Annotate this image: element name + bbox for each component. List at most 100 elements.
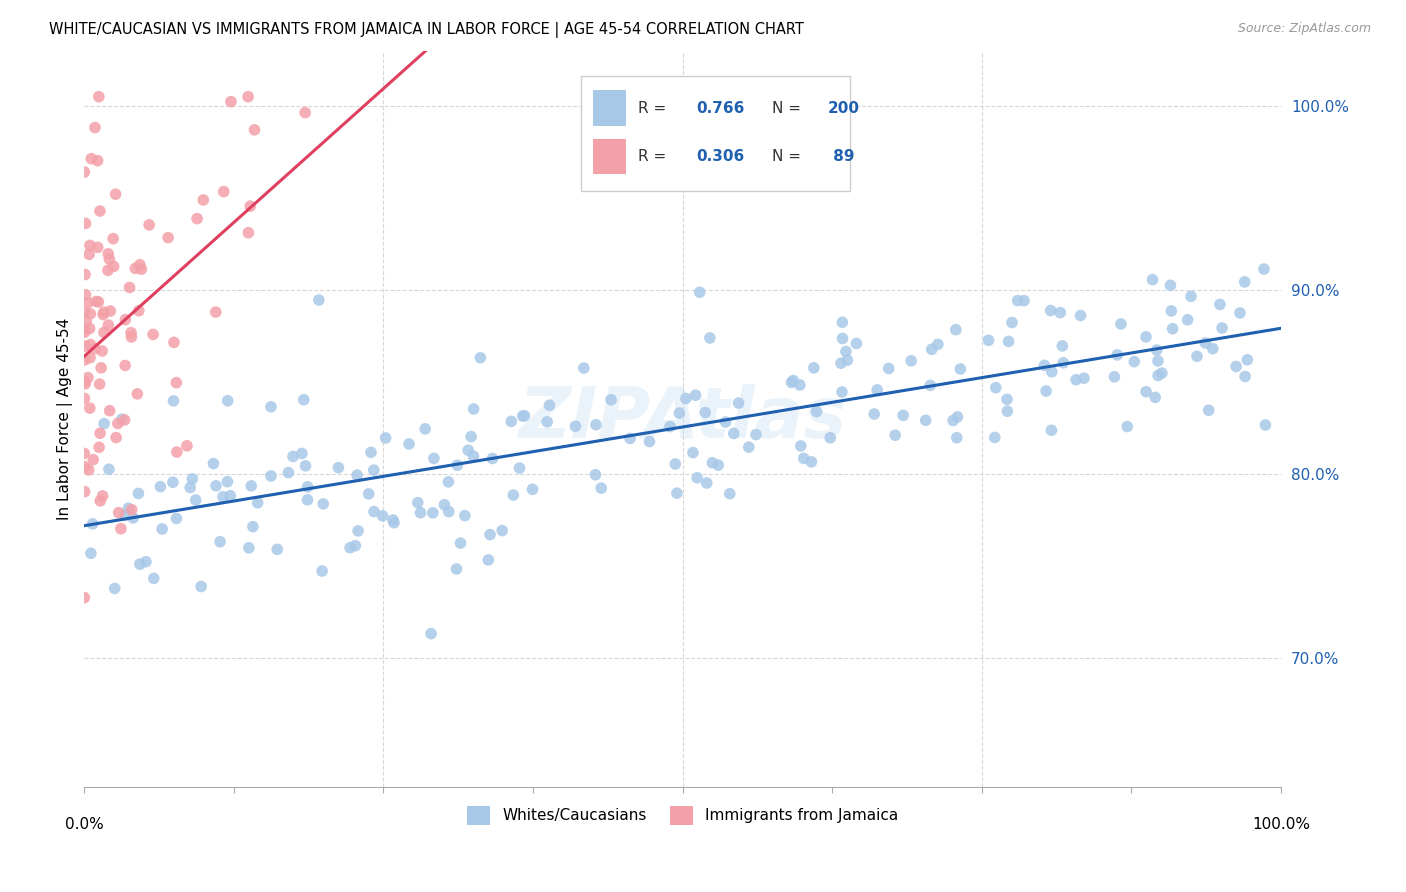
Point bbox=[360, 445, 382, 459]
Point bbox=[830, 356, 852, 370]
Point bbox=[82, 452, 104, 467]
Point bbox=[117, 501, 139, 516]
Point bbox=[699, 331, 721, 345]
Point bbox=[73, 268, 96, 282]
Point bbox=[1109, 317, 1132, 331]
Point bbox=[1012, 293, 1035, 308]
Point bbox=[217, 475, 239, 489]
Point bbox=[97, 318, 120, 332]
Point bbox=[702, 456, 724, 470]
Point bbox=[460, 429, 482, 443]
Point bbox=[73, 165, 96, 179]
Point bbox=[585, 417, 607, 432]
Text: N =: N = bbox=[772, 101, 806, 116]
Point bbox=[1073, 371, 1095, 385]
Point bbox=[292, 392, 315, 407]
Point bbox=[75, 216, 97, 230]
Point bbox=[1211, 321, 1233, 335]
Point bbox=[84, 120, 107, 135]
Point bbox=[433, 498, 456, 512]
Point bbox=[93, 326, 115, 340]
Point bbox=[193, 193, 215, 207]
Point bbox=[780, 376, 803, 390]
Point bbox=[1150, 366, 1173, 380]
Point bbox=[79, 401, 101, 416]
Point bbox=[409, 506, 432, 520]
Point bbox=[107, 417, 129, 431]
Point bbox=[73, 392, 96, 406]
Point bbox=[1146, 343, 1168, 357]
Point bbox=[311, 564, 333, 578]
Point bbox=[294, 105, 316, 120]
Point bbox=[89, 377, 111, 392]
Point bbox=[77, 370, 100, 384]
Point bbox=[97, 263, 120, 277]
Text: 0.766: 0.766 bbox=[696, 101, 744, 116]
Point bbox=[977, 334, 1000, 348]
Point bbox=[1161, 322, 1184, 336]
Point bbox=[186, 211, 208, 226]
Point bbox=[696, 476, 718, 491]
Point bbox=[114, 413, 136, 427]
Point bbox=[513, 409, 536, 423]
Point bbox=[346, 468, 368, 483]
Point bbox=[127, 387, 149, 401]
Point bbox=[238, 226, 260, 240]
Point bbox=[202, 457, 225, 471]
Point bbox=[984, 430, 1007, 444]
Point bbox=[204, 305, 226, 319]
Point bbox=[181, 472, 204, 486]
Point bbox=[664, 457, 686, 471]
Point bbox=[689, 285, 711, 300]
Point bbox=[328, 460, 350, 475]
Point bbox=[209, 534, 232, 549]
Point bbox=[1147, 354, 1170, 368]
Point bbox=[1033, 359, 1056, 373]
Point bbox=[75, 376, 97, 391]
Point bbox=[845, 336, 868, 351]
Point bbox=[84, 294, 107, 309]
Point bbox=[686, 471, 709, 485]
Point bbox=[538, 398, 561, 412]
Point bbox=[73, 484, 96, 499]
Point bbox=[291, 446, 314, 460]
Point bbox=[91, 343, 114, 358]
Point bbox=[1180, 289, 1202, 303]
Text: Source: ZipAtlas.com: Source: ZipAtlas.com bbox=[1237, 22, 1371, 36]
Point bbox=[1194, 335, 1216, 350]
Point bbox=[446, 562, 468, 576]
Point bbox=[73, 339, 96, 353]
Text: WHITE/CAUCASIAN VS IMMIGRANTS FROM JAMAICA IN LABOR FORCE | AGE 45-54 CORRELATIO: WHITE/CAUCASIAN VS IMMIGRANTS FROM JAMAI… bbox=[49, 22, 804, 38]
Point bbox=[190, 580, 212, 594]
Point bbox=[446, 458, 468, 473]
Point bbox=[675, 392, 697, 406]
Point bbox=[1052, 356, 1074, 370]
Point bbox=[162, 393, 184, 408]
Point bbox=[800, 455, 823, 469]
Point bbox=[782, 374, 804, 388]
Point bbox=[522, 483, 544, 497]
Point bbox=[344, 539, 367, 553]
Point bbox=[120, 330, 142, 344]
Point bbox=[501, 414, 523, 428]
Text: N =: N = bbox=[772, 149, 806, 164]
Point bbox=[714, 415, 737, 429]
Point bbox=[463, 449, 485, 463]
Point bbox=[831, 315, 853, 329]
Point bbox=[945, 431, 967, 445]
Point bbox=[73, 325, 96, 339]
Point bbox=[260, 469, 283, 483]
Legend: Whites/Caucasians, Immigrants from Jamaica: Whites/Caucasians, Immigrants from Jamai… bbox=[461, 800, 904, 830]
Point bbox=[638, 434, 661, 449]
Text: 89: 89 bbox=[828, 149, 853, 164]
Point bbox=[946, 409, 969, 424]
Point bbox=[591, 481, 613, 495]
Point bbox=[277, 466, 299, 480]
Point bbox=[127, 486, 149, 500]
Point bbox=[97, 462, 120, 476]
Point bbox=[135, 555, 157, 569]
Point bbox=[481, 451, 503, 466]
Point bbox=[246, 496, 269, 510]
Point bbox=[1135, 330, 1157, 344]
Point bbox=[1035, 384, 1057, 398]
